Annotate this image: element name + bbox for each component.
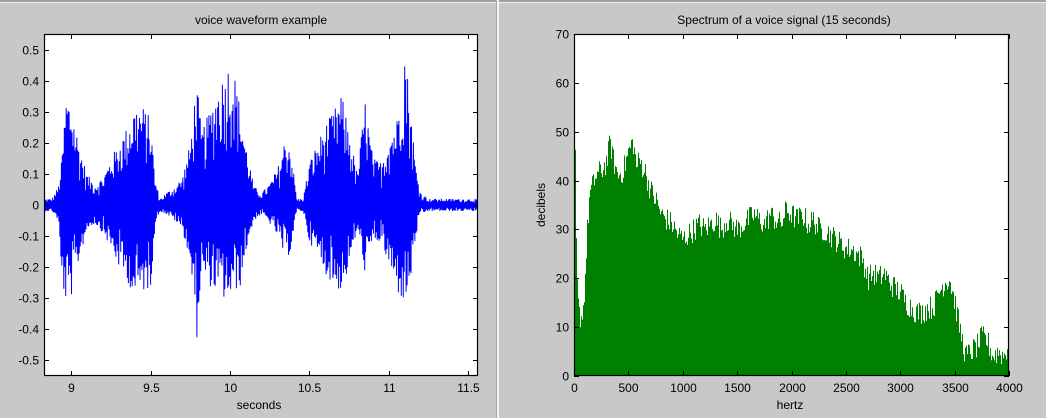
waveform-ytick-label: -0.1 — [18, 230, 39, 244]
spectrum-axes: 0 500 1000 1500 2000 2500 3000 3500 4000 0 10 20 30 4… — [556, 28, 1024, 396]
waveform-ytick-label: 0.4 — [22, 75, 39, 89]
spectrum-ytick-label: 70 — [556, 28, 570, 42]
waveform-line — [44, 66, 478, 338]
spectrum-area — [574, 135, 1009, 376]
waveform-title: voice waveform example — [194, 13, 328, 27]
spectrum-xtick-label: 500 — [618, 381, 638, 395]
spectrum-ytick-label: 0 — [562, 370, 569, 384]
spectrum-xlabel: hertz — [776, 398, 804, 412]
spectrum-ytick-label: 40 — [556, 175, 570, 189]
spectrum-xtick-label: 1500 — [724, 381, 751, 395]
spectrum-xtick-label: 2000 — [779, 381, 806, 395]
spectrum-ytick-label: 50 — [556, 126, 570, 140]
spectrum-ytick-label: 60 — [556, 77, 570, 91]
waveform-ytick-label: 0 — [32, 199, 39, 213]
waveform-ytick-label: 0.3 — [22, 106, 39, 120]
spectrum-ylabel: decibels — [534, 182, 548, 228]
waveform-ytick-label: 0.1 — [22, 168, 39, 182]
waveform-ytick-label: 0.2 — [22, 137, 39, 151]
spectrum-xtick-label: 2500 — [833, 381, 860, 395]
waveform-xtick-label: 9 — [68, 381, 75, 395]
spectrum-xtick-label: 0 — [571, 381, 578, 395]
waveform-xtick-label: 10.5 — [298, 381, 322, 395]
spectrum-ytick-label: 20 — [556, 272, 570, 286]
waveform-ytick-label: 0.5 — [22, 44, 39, 58]
window-top-edge — [0, 0, 1046, 2]
spectrum-xtick-label: 4000 — [996, 381, 1023, 395]
waveform-xtick-label: 9.5 — [143, 381, 160, 395]
window-top-highlight — [0, 2, 1046, 3]
waveform-ytick-label: -0.2 — [18, 261, 39, 275]
panel-divider — [496, 0, 497, 418]
waveform-ytick-label: -0.4 — [18, 323, 39, 337]
spectrum-ytick-label: 30 — [556, 223, 570, 237]
panel-divider-highlight — [497, 0, 499, 418]
spectrum-xtick-label: 3500 — [942, 381, 969, 395]
spectrum-title: Spectrum of a voice signal (15 seconds) — [677, 13, 891, 27]
waveform-axes: 9 9.5 10 10.5 11 11.5 0.5 0.4 0.3 0.2 0.1 0 -0.1 -0.2… — [18, 33, 480, 395]
spectrum-xtick-label: 3000 — [887, 381, 914, 395]
waveform-ytick-label: -0.5 — [18, 354, 39, 368]
waveform-ytick-label: -0.3 — [18, 292, 39, 306]
waveform-xtick-label: 11.5 — [457, 381, 480, 395]
spectrum-ytick-label: 10 — [556, 321, 570, 335]
waveform-xtick-label: 11 — [383, 381, 396, 395]
waveform-xtick-label: 10 — [224, 381, 238, 395]
spectrum-xtick-label: 1000 — [670, 381, 697, 395]
waveform-xlabel: seconds — [236, 398, 282, 412]
